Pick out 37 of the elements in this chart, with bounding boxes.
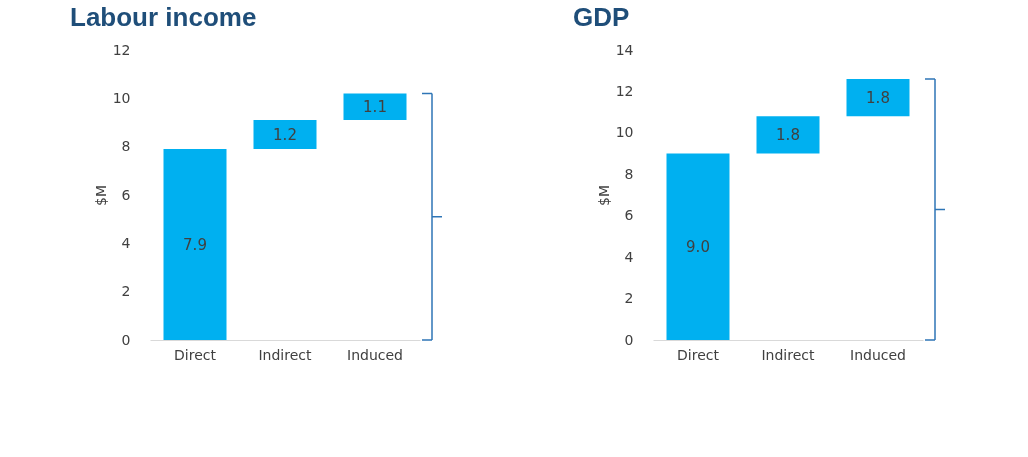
bar [163,149,227,340]
bar [666,153,730,340]
y-axis-title: $M [92,185,109,206]
x-tick-label: Indirect [258,346,313,363]
chart-title: GDP [573,2,630,32]
y-tick-label: 0 [624,331,634,348]
bar [343,93,407,121]
y-tick-label: 10 [112,89,131,106]
y-tick-label: 2 [121,283,131,300]
x-tick-label: Direct [677,346,720,363]
data-label: 1.8 [866,88,890,107]
data-label: 7.9 [183,235,207,254]
y-tick-label: 2 [624,290,634,307]
data-label: 1.1 [363,97,387,116]
y-tick-label: 10 [615,124,634,141]
y-tick-label: 6 [121,186,131,203]
bar [846,79,910,117]
y-tick-label: 0 [121,331,131,348]
x-tick-label: Indirect [761,346,816,363]
x-tick-label: Direct [174,346,217,363]
y-tick-label: 8 [624,165,634,182]
y-tick-label: 6 [624,207,634,224]
y-tick-label: 4 [121,234,131,251]
data-label: 9.0 [686,237,710,256]
bar [253,120,317,150]
y-tick-label: 14 [615,41,634,58]
data-label: 1.2 [273,125,297,144]
y-tick-label: 8 [121,138,131,155]
y-tick-label: 12 [615,82,634,99]
y-axis-title: $M [595,185,612,206]
x-tick-label: Induced [347,346,403,363]
y-tick-label: 12 [112,41,131,58]
data-label: 1.8 [776,125,800,144]
bar [756,116,820,154]
chart-title: Labour income [70,2,257,32]
x-tick-label: Induced [850,346,906,363]
y-tick-label: 4 [624,248,634,265]
